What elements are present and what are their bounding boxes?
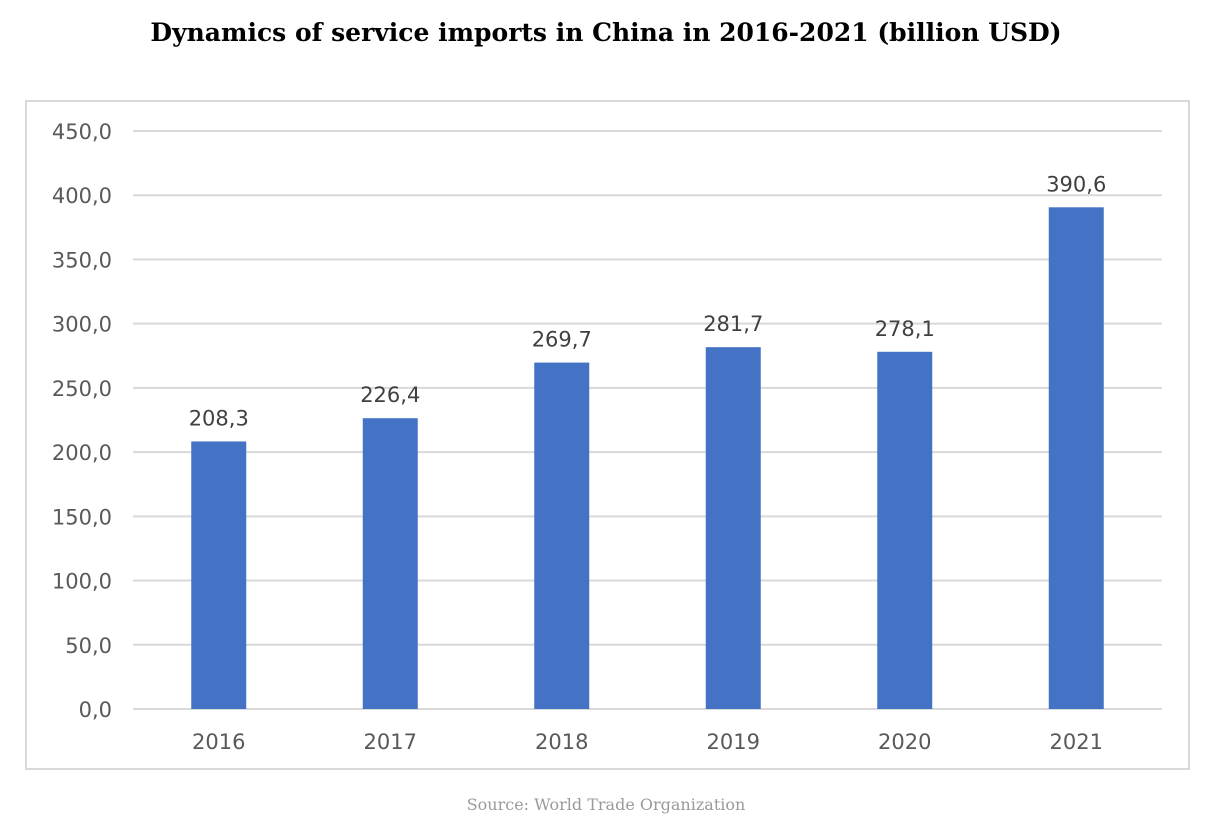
y-tick-label: 250,0 <box>52 377 112 401</box>
bar <box>191 441 247 709</box>
x-tick-label: 2016 <box>192 730 245 754</box>
x-tick-label: 2019 <box>707 730 760 754</box>
x-tick-label: 2017 <box>364 730 417 754</box>
x-tick-label: 2018 <box>535 730 588 754</box>
y-tick-label: 0,0 <box>79 698 112 722</box>
y-tick-label: 450,0 <box>52 120 112 144</box>
bar <box>1048 207 1104 709</box>
y-tick-label: 400,0 <box>52 184 112 208</box>
data-label: 208,3 <box>189 406 249 430</box>
y-tick-label: 300,0 <box>52 313 112 337</box>
y-tick-label: 350,0 <box>52 248 112 272</box>
chart-title: Dynamics of service imports in China in … <box>150 18 1062 47</box>
x-tick-label: 2021 <box>1050 730 1103 754</box>
data-label: 269,7 <box>532 328 592 352</box>
y-tick-label: 50,0 <box>65 634 112 658</box>
y-tick-label: 200,0 <box>52 441 112 465</box>
source-note: Source: World Trade Organization <box>466 795 746 814</box>
x-tick-label: 2020 <box>878 730 931 754</box>
bar <box>877 351 933 709</box>
bar <box>534 362 590 709</box>
data-label: 226,4 <box>360 383 420 407</box>
data-label: 278,1 <box>875 317 935 341</box>
data-label: 390,6 <box>1046 172 1106 196</box>
data-label: 281,7 <box>703 312 763 336</box>
bar <box>705 347 761 709</box>
y-tick-label: 150,0 <box>52 505 112 529</box>
bar <box>362 418 418 709</box>
y-tick-label: 100,0 <box>52 570 112 594</box>
